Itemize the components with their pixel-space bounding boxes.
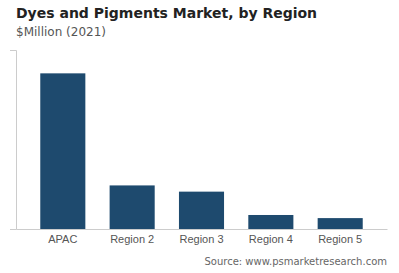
title: Dyes and Pigments Market, by Region bbox=[16, 5, 317, 21]
x-axis: APAC Region 2 Region 3 Region 4 Region 5 bbox=[17, 229, 388, 245]
x-tick-label: APAC bbox=[48, 233, 77, 245]
x-tick: Region 4 bbox=[249, 229, 293, 245]
subtitle: $Million (2021) bbox=[16, 25, 106, 39]
bar bbox=[110, 185, 155, 229]
x-axis-line bbox=[17, 229, 388, 230]
x-tick-label: Region 3 bbox=[179, 233, 223, 245]
bar bbox=[179, 192, 224, 229]
bar bbox=[318, 218, 363, 229]
bars bbox=[40, 73, 362, 229]
bar bbox=[248, 215, 293, 229]
y-axis-line bbox=[10, 51, 17, 230]
x-tick-label: Region 4 bbox=[249, 233, 293, 245]
bar bbox=[40, 73, 85, 229]
chart-svg: Dyes and Pigments Market, by Region $Mill… bbox=[0, 0, 399, 273]
annotation: Source: www.psmarketresearch.com bbox=[204, 256, 387, 267]
x-tick: Region 2 bbox=[110, 229, 154, 245]
plot: APAC Region 2 Region 3 Region 4 Region 5 bbox=[10, 51, 388, 245]
x-tick: APAC bbox=[48, 229, 77, 245]
x-tick-label: Region 5 bbox=[318, 233, 362, 245]
chart-container: Dyes and Pigments Market, by Region $Mill… bbox=[0, 0, 399, 273]
x-tick: Region 5 bbox=[318, 229, 362, 245]
x-tick: Region 3 bbox=[179, 229, 223, 245]
x-tick-label: Region 2 bbox=[110, 233, 154, 245]
y-axis bbox=[10, 51, 17, 230]
